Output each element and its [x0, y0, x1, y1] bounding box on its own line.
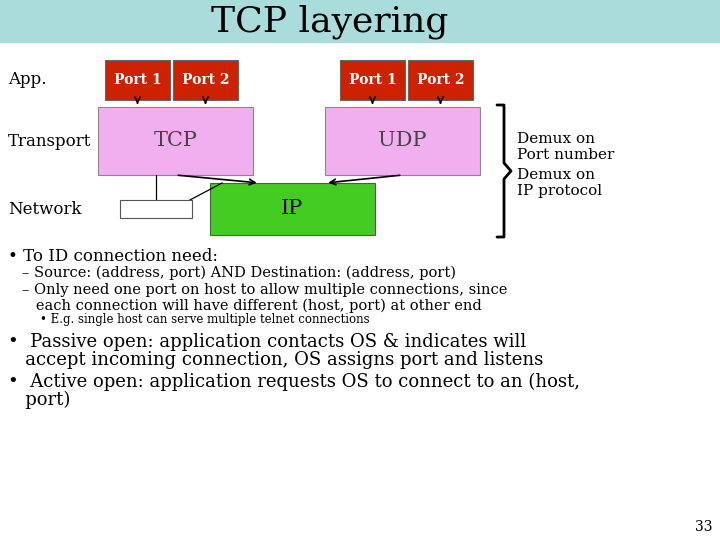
Text: port): port): [8, 391, 71, 409]
Text: UDP: UDP: [378, 132, 427, 151]
Bar: [173, 60, 238, 100]
Text: Port 2: Port 2: [417, 73, 464, 87]
Text: • E.g. single host can serve multiple telnet connections: • E.g. single host can serve multiple te…: [40, 313, 369, 326]
Text: App.: App.: [8, 71, 47, 89]
Bar: [210, 183, 375, 235]
Text: Port 1: Port 1: [114, 73, 161, 87]
Text: accept incoming connection, OS assigns port and listens: accept incoming connection, OS assigns p…: [8, 351, 544, 369]
Text: TCP: TCP: [153, 132, 197, 151]
Text: IP port 6: IP port 6: [132, 205, 179, 213]
Text: Demux on: Demux on: [517, 132, 595, 146]
Text: – Source: (address, port) AND Destination: (address, port): – Source: (address, port) AND Destinatio…: [22, 266, 456, 280]
Text: each connection will have different (host, port) at other end: each connection will have different (hos…: [22, 299, 482, 313]
Text: Demux on: Demux on: [517, 168, 595, 182]
Text: IP: IP: [282, 199, 304, 219]
Bar: [340, 60, 405, 100]
Text: •  Active open: application requests OS to connect to an (host,: • Active open: application requests OS t…: [8, 373, 580, 392]
Bar: [408, 60, 473, 100]
Text: • To ID connection need:: • To ID connection need:: [8, 248, 218, 265]
Text: – Only need one port on host to allow multiple connections, since: – Only need one port on host to allow mu…: [22, 283, 508, 297]
Text: Port number: Port number: [517, 148, 614, 162]
Text: Port 2: Port 2: [181, 73, 229, 87]
Bar: [325, 107, 480, 175]
Text: IP protocol: IP protocol: [517, 184, 602, 198]
Bar: [98, 107, 253, 175]
Text: •  Passive open: application contacts OS & indicates will: • Passive open: application contacts OS …: [8, 333, 526, 351]
Bar: [120, 200, 192, 218]
Text: Port 1: Port 1: [348, 73, 396, 87]
Bar: [105, 60, 170, 100]
Bar: [0, 0, 720, 43]
Text: TCP layering: TCP layering: [211, 5, 449, 39]
Text: Network: Network: [8, 200, 81, 218]
Text: Transport: Transport: [8, 132, 91, 150]
Text: 33: 33: [695, 520, 712, 534]
